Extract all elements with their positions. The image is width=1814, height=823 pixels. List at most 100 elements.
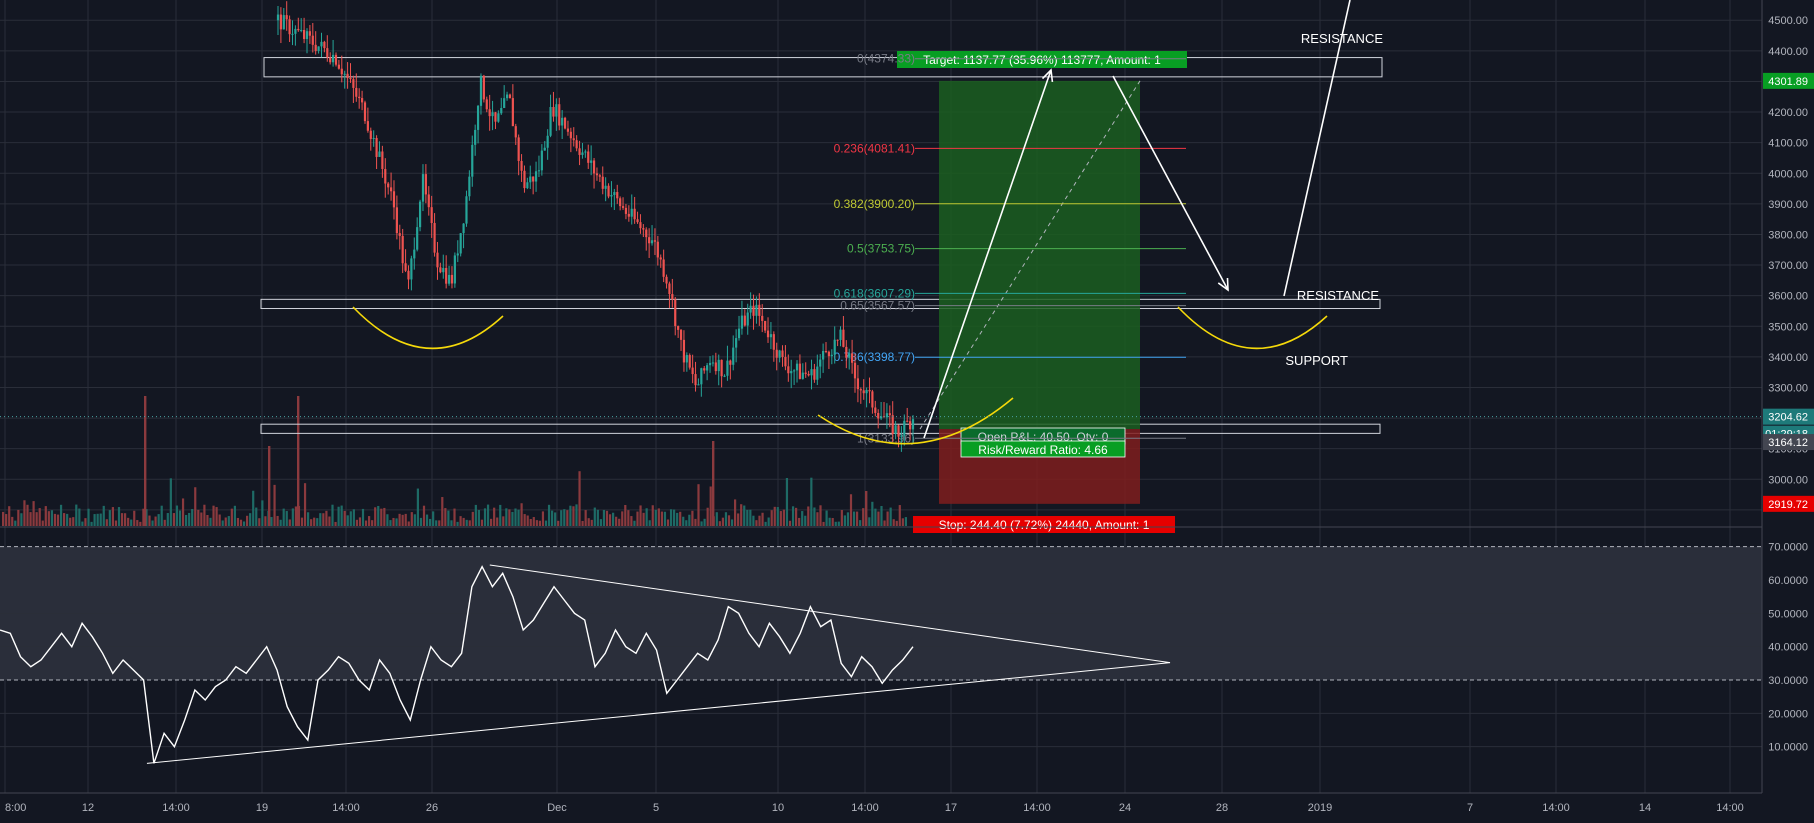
volume-bar	[743, 505, 746, 526]
price-tick-label: 3800.00	[1768, 229, 1808, 241]
volume-bar	[538, 520, 541, 526]
long-position-tool[interactable]: Target: 1137.77 (35.96%) 113777, Amount:…	[897, 51, 1187, 533]
candle-body	[366, 121, 369, 131]
time-axis[interactable]: 8:00 12 14:00 19 14:00 26 Dec 5 10 14:00 17 14:00 24…	[5, 802, 1744, 814]
volume-bar	[59, 504, 63, 526]
volume-bar	[599, 519, 602, 526]
rsi-triangle-upper[interactable]	[489, 564, 1171, 664]
candle-body	[769, 334, 773, 338]
volume-bar	[822, 521, 825, 526]
candle-body	[433, 223, 436, 253]
candle-body	[288, 19, 291, 35]
volume-bar	[584, 510, 587, 526]
volume-bar	[258, 518, 261, 526]
candle-body	[650, 240, 654, 244]
rsi-axis[interactable]: 70.0000 60.0000 50.0000 40.0000 30.0000 20.00…	[1768, 542, 1808, 754]
volume-bar	[47, 511, 50, 526]
candle-body	[537, 170, 541, 172]
candle-body	[842, 329, 845, 347]
candle-body	[297, 28, 300, 31]
rounding-bottom-curve-left[interactable]	[352, 306, 504, 350]
volume-bar	[554, 512, 557, 526]
candle-body	[555, 104, 558, 117]
entry-price-tag-bg	[1763, 434, 1814, 451]
arrow-down-to-support-head	[1217, 277, 1229, 292]
zone-top-resistance[interactable]	[263, 57, 1383, 78]
candle-body	[395, 207, 398, 234]
volume-bar	[557, 520, 560, 526]
resistance-top-label: RESISTANCE	[1301, 31, 1383, 46]
candle-body	[720, 359, 723, 377]
rsi-tick-label: 60.0000	[1768, 575, 1808, 587]
time-tick-label: 28	[1216, 802, 1228, 814]
candle-body	[659, 257, 662, 260]
candle-body	[291, 33, 294, 35]
volume-bar	[99, 513, 102, 526]
line-up-breakout[interactable]	[1283, 0, 1351, 297]
volume-bar	[788, 520, 792, 526]
candle-body	[790, 371, 793, 374]
candle-body	[410, 258, 413, 280]
candle-body	[723, 375, 726, 377]
volume-bar	[636, 511, 639, 526]
candle-body	[421, 174, 425, 202]
price-axis[interactable]: 4500.004400.004300.004200.004100.004000.…	[0, 15, 1814, 512]
volume-bar	[740, 504, 743, 526]
volume-bar	[72, 517, 75, 526]
volume-bar	[505, 508, 508, 526]
volume-bar	[642, 512, 645, 526]
volume-bar	[139, 521, 142, 526]
candle-body	[331, 54, 335, 63]
time-tick-label: 2019	[1308, 802, 1332, 814]
candle-body	[737, 328, 741, 339]
candle-body	[416, 227, 419, 250]
volume-bar	[791, 506, 795, 526]
time-tick-label: 5	[653, 802, 659, 814]
volume-bar	[432, 511, 435, 526]
volume-bar	[804, 515, 807, 526]
volume-bar	[880, 505, 883, 526]
volume-bar	[694, 518, 697, 526]
volume-bar	[239, 519, 243, 526]
volume-bar	[310, 519, 313, 526]
volume-bar	[657, 508, 660, 526]
candle-body	[833, 339, 836, 355]
candle-body	[775, 349, 778, 358]
drawings[interactable]	[352, 0, 1351, 445]
candle-body	[418, 201, 422, 228]
current-price-tag-bg	[1763, 408, 1814, 425]
volume-bar	[889, 507, 892, 526]
volume-bar	[874, 508, 877, 526]
rsi-triangle-lower[interactable]	[146, 662, 1171, 764]
volume-bar	[825, 510, 828, 526]
rsi-line[interactable]	[0, 565, 914, 764]
volume-bar	[127, 517, 130, 526]
volume-bar	[770, 510, 773, 526]
volume-bar	[130, 519, 133, 526]
rounding-bottom-curve-future[interactable]	[1177, 306, 1328, 350]
volume-bar	[779, 511, 782, 526]
target-zone[interactable]	[939, 80, 1140, 430]
rr-label: Risk/Reward Ratio: 4.66	[978, 443, 1108, 457]
zone-bottom-support[interactable]	[260, 423, 1381, 434]
candle-body	[679, 329, 683, 340]
candle-body	[616, 192, 619, 199]
volume-bar	[474, 504, 477, 526]
candle-body	[885, 413, 889, 418]
candle-body	[285, 15, 288, 20]
fibonacci-retracement[interactable]: 0(4374.33) 0.236(4081.41) 0.382(3900.20) 0.…	[834, 52, 1186, 446]
volume-bar	[734, 499, 737, 526]
volume-bar	[212, 505, 215, 526]
arrow-up-to-target-head	[1041, 68, 1054, 83]
candle-body	[459, 233, 462, 254]
zone-middle-resistance[interactable]	[260, 298, 1381, 310]
candle-body	[320, 41, 323, 47]
volume-bar	[615, 516, 618, 526]
volume-bar	[621, 511, 624, 526]
arrow-up-to-target[interactable]	[923, 69, 1052, 439]
arrow-down-to-support[interactable]	[1112, 75, 1229, 291]
volume-bar	[749, 509, 752, 526]
candle-body	[830, 354, 833, 357]
